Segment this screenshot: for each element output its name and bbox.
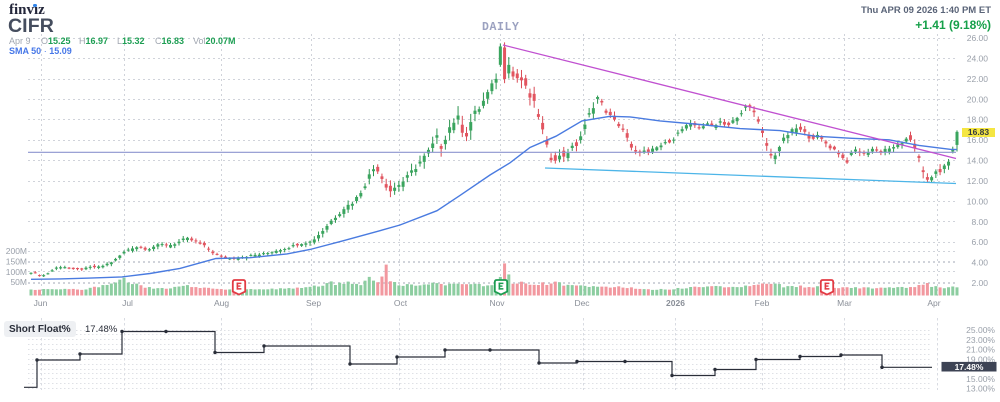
svg-text:Jun: Jun <box>34 298 48 308</box>
svg-text:2.00: 2.00 <box>971 278 988 288</box>
svg-text:Mar: Mar <box>837 298 852 308</box>
svg-text:6.00: 6.00 <box>971 237 988 247</box>
svg-text:20.00: 20.00 <box>967 94 989 104</box>
svg-text:200M: 200M <box>6 246 27 256</box>
svg-text:22.00: 22.00 <box>967 74 989 84</box>
svg-text:Apr: Apr <box>927 298 940 308</box>
svg-text:23.00%: 23.00% <box>966 335 995 345</box>
svg-text:2026: 2026 <box>666 298 685 308</box>
svg-text:24.00: 24.00 <box>967 54 989 64</box>
svg-text:14.00: 14.00 <box>967 156 989 166</box>
svg-text:25.00%: 25.00% <box>966 325 995 335</box>
svg-text:10.00: 10.00 <box>967 196 989 206</box>
svg-text:21.00%: 21.00% <box>966 345 995 355</box>
svg-text:17.48%: 17.48% <box>955 362 984 372</box>
svg-text:100M: 100M <box>6 267 27 277</box>
svg-text:Dec: Dec <box>574 298 590 308</box>
svg-text:18.00: 18.00 <box>967 115 989 125</box>
svg-text:16.83: 16.83 <box>968 127 990 137</box>
svg-text:26.00: 26.00 <box>967 33 989 43</box>
svg-text:8.00: 8.00 <box>971 217 988 227</box>
svg-text:50M: 50M <box>10 277 27 287</box>
svg-text:12.00: 12.00 <box>967 176 989 186</box>
svg-text:Nov: Nov <box>489 298 505 308</box>
svg-text:15.00%: 15.00% <box>966 374 995 384</box>
svg-text:19.00%: 19.00% <box>966 354 995 364</box>
svg-text:Sep: Sep <box>306 298 321 308</box>
svg-text:13.00%: 13.00% <box>966 384 995 394</box>
svg-text:150M: 150M <box>6 256 27 266</box>
svg-text:Aug: Aug <box>214 298 229 308</box>
svg-text:Feb: Feb <box>755 298 770 308</box>
svg-text:16.00: 16.00 <box>967 135 989 145</box>
svg-text:Oct: Oct <box>394 298 408 308</box>
svg-text:4.00: 4.00 <box>971 258 988 268</box>
svg-text:Jul: Jul <box>122 298 133 308</box>
